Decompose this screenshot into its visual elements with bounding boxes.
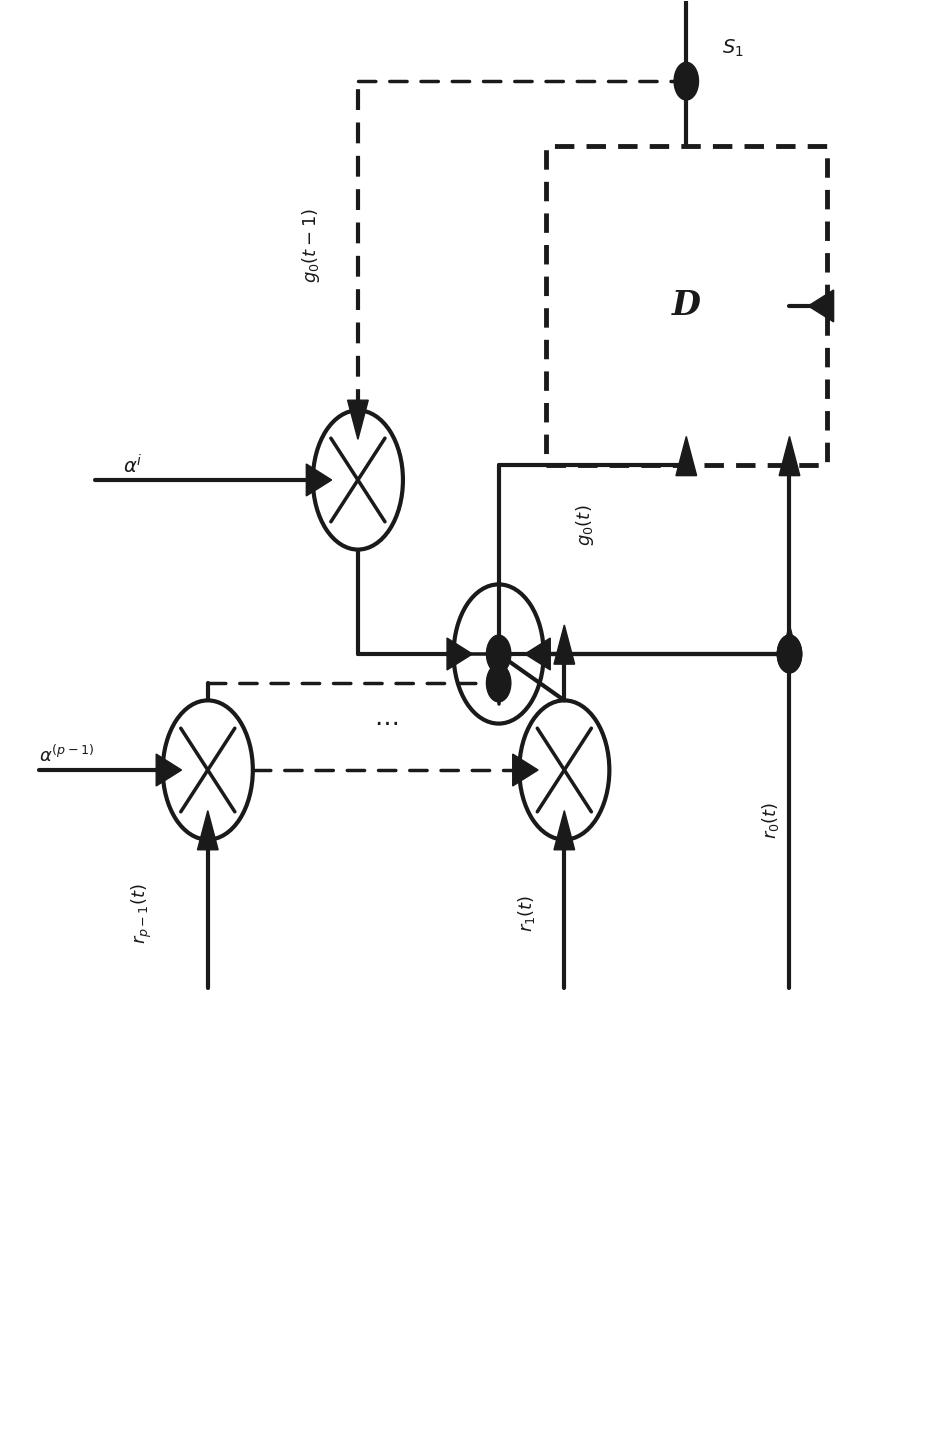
Polygon shape <box>554 625 575 664</box>
Text: $\cdots$: $\cdots$ <box>374 709 398 734</box>
Polygon shape <box>808 291 834 323</box>
Polygon shape <box>676 436 696 475</box>
Text: $r_1(t)$: $r_1(t)$ <box>517 895 537 933</box>
Text: $\alpha^{(p-1)}$: $\alpha^{(p-1)}$ <box>39 745 94 766</box>
Circle shape <box>777 635 802 673</box>
Text: $r_0(t)$: $r_0(t)$ <box>760 802 781 840</box>
Text: $g_0(t)$: $g_0(t)$ <box>574 504 596 546</box>
Polygon shape <box>513 754 538 786</box>
Text: $S_1$: $S_1$ <box>723 38 744 60</box>
Polygon shape <box>554 811 575 850</box>
Text: $\alpha^i$: $\alpha^i$ <box>123 453 143 477</box>
Text: $r_{p-1}(t)$: $r_{p-1}(t)$ <box>130 883 154 944</box>
Text: $g_0(t-1)$: $g_0(t-1)$ <box>300 208 322 283</box>
Circle shape <box>674 62 698 100</box>
Polygon shape <box>779 625 800 664</box>
Polygon shape <box>347 400 368 439</box>
Polygon shape <box>779 436 800 475</box>
Polygon shape <box>447 638 472 670</box>
Polygon shape <box>525 638 550 670</box>
Circle shape <box>486 635 511 673</box>
Bar <box>546 147 827 465</box>
Circle shape <box>777 635 802 673</box>
Circle shape <box>486 664 511 702</box>
Polygon shape <box>307 464 331 495</box>
Polygon shape <box>198 811 218 850</box>
Text: D: D <box>672 289 701 323</box>
Polygon shape <box>156 754 182 786</box>
